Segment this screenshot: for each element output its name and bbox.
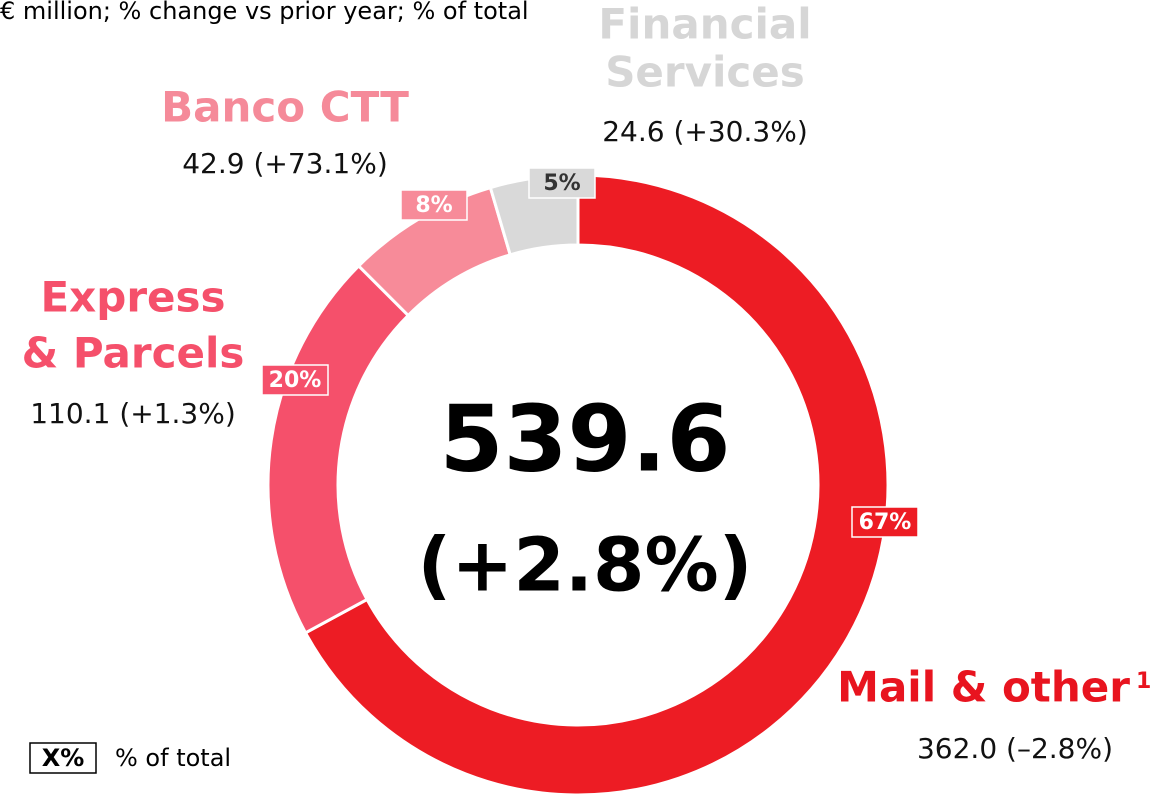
category-label: & Parcels <box>22 329 245 378</box>
change: (–2.8%) <box>1006 732 1113 765</box>
slice <box>266 263 411 635</box>
total-change: (+2.8%) <box>418 523 753 609</box>
space <box>110 397 119 430</box>
category-label: Financial <box>598 0 811 49</box>
share-label: 67% <box>859 510 912 535</box>
value: 24.6 <box>602 115 664 148</box>
slice <box>303 173 890 795</box>
category-label: Express <box>40 273 225 322</box>
share-box <box>261 364 329 396</box>
value-label: 24.6 (+30.3%) <box>602 115 808 148</box>
value: 362.0 <box>917 732 997 765</box>
change: (+30.3%) <box>673 115 807 148</box>
share-box <box>400 189 468 221</box>
value: 110.1 <box>30 397 110 430</box>
share-box <box>851 506 919 538</box>
category-label: Services <box>605 48 805 97</box>
total: 539.6 <box>439 385 730 492</box>
space <box>665 115 674 148</box>
value-label: 42.9 (+73.1%) <box>182 147 388 180</box>
legend-key: X% <box>42 744 85 772</box>
legend-key-box <box>29 742 97 774</box>
change: (+1.3%) <box>119 397 235 430</box>
share-label: 20% <box>269 368 322 393</box>
chart-subtitle: € million; % change vs prior year; % of … <box>0 0 529 25</box>
category-label: Mail & other <box>837 663 1130 712</box>
legend-label: % of total <box>115 744 231 772</box>
value-label: 110.1 (+1.3%) <box>30 397 236 430</box>
space <box>997 732 1006 765</box>
value-label: 362.0 (–2.8%) <box>917 732 1113 765</box>
category-label: Banco CTT <box>161 83 409 132</box>
share-box <box>528 167 596 199</box>
value: 42.9 <box>182 147 244 180</box>
share-label: 5% <box>543 171 580 196</box>
change: (+73.1%) <box>253 147 387 180</box>
share-label: 8% <box>415 193 452 218</box>
category-note: 1 <box>1136 669 1151 694</box>
space <box>245 147 254 180</box>
